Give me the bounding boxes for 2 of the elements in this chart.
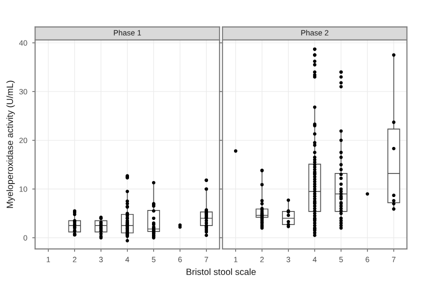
y-axis-title: Myeloperoxidase activity (U/mL) <box>6 80 15 208</box>
x-axis-title: Bristol stool scale <box>186 268 256 275</box>
